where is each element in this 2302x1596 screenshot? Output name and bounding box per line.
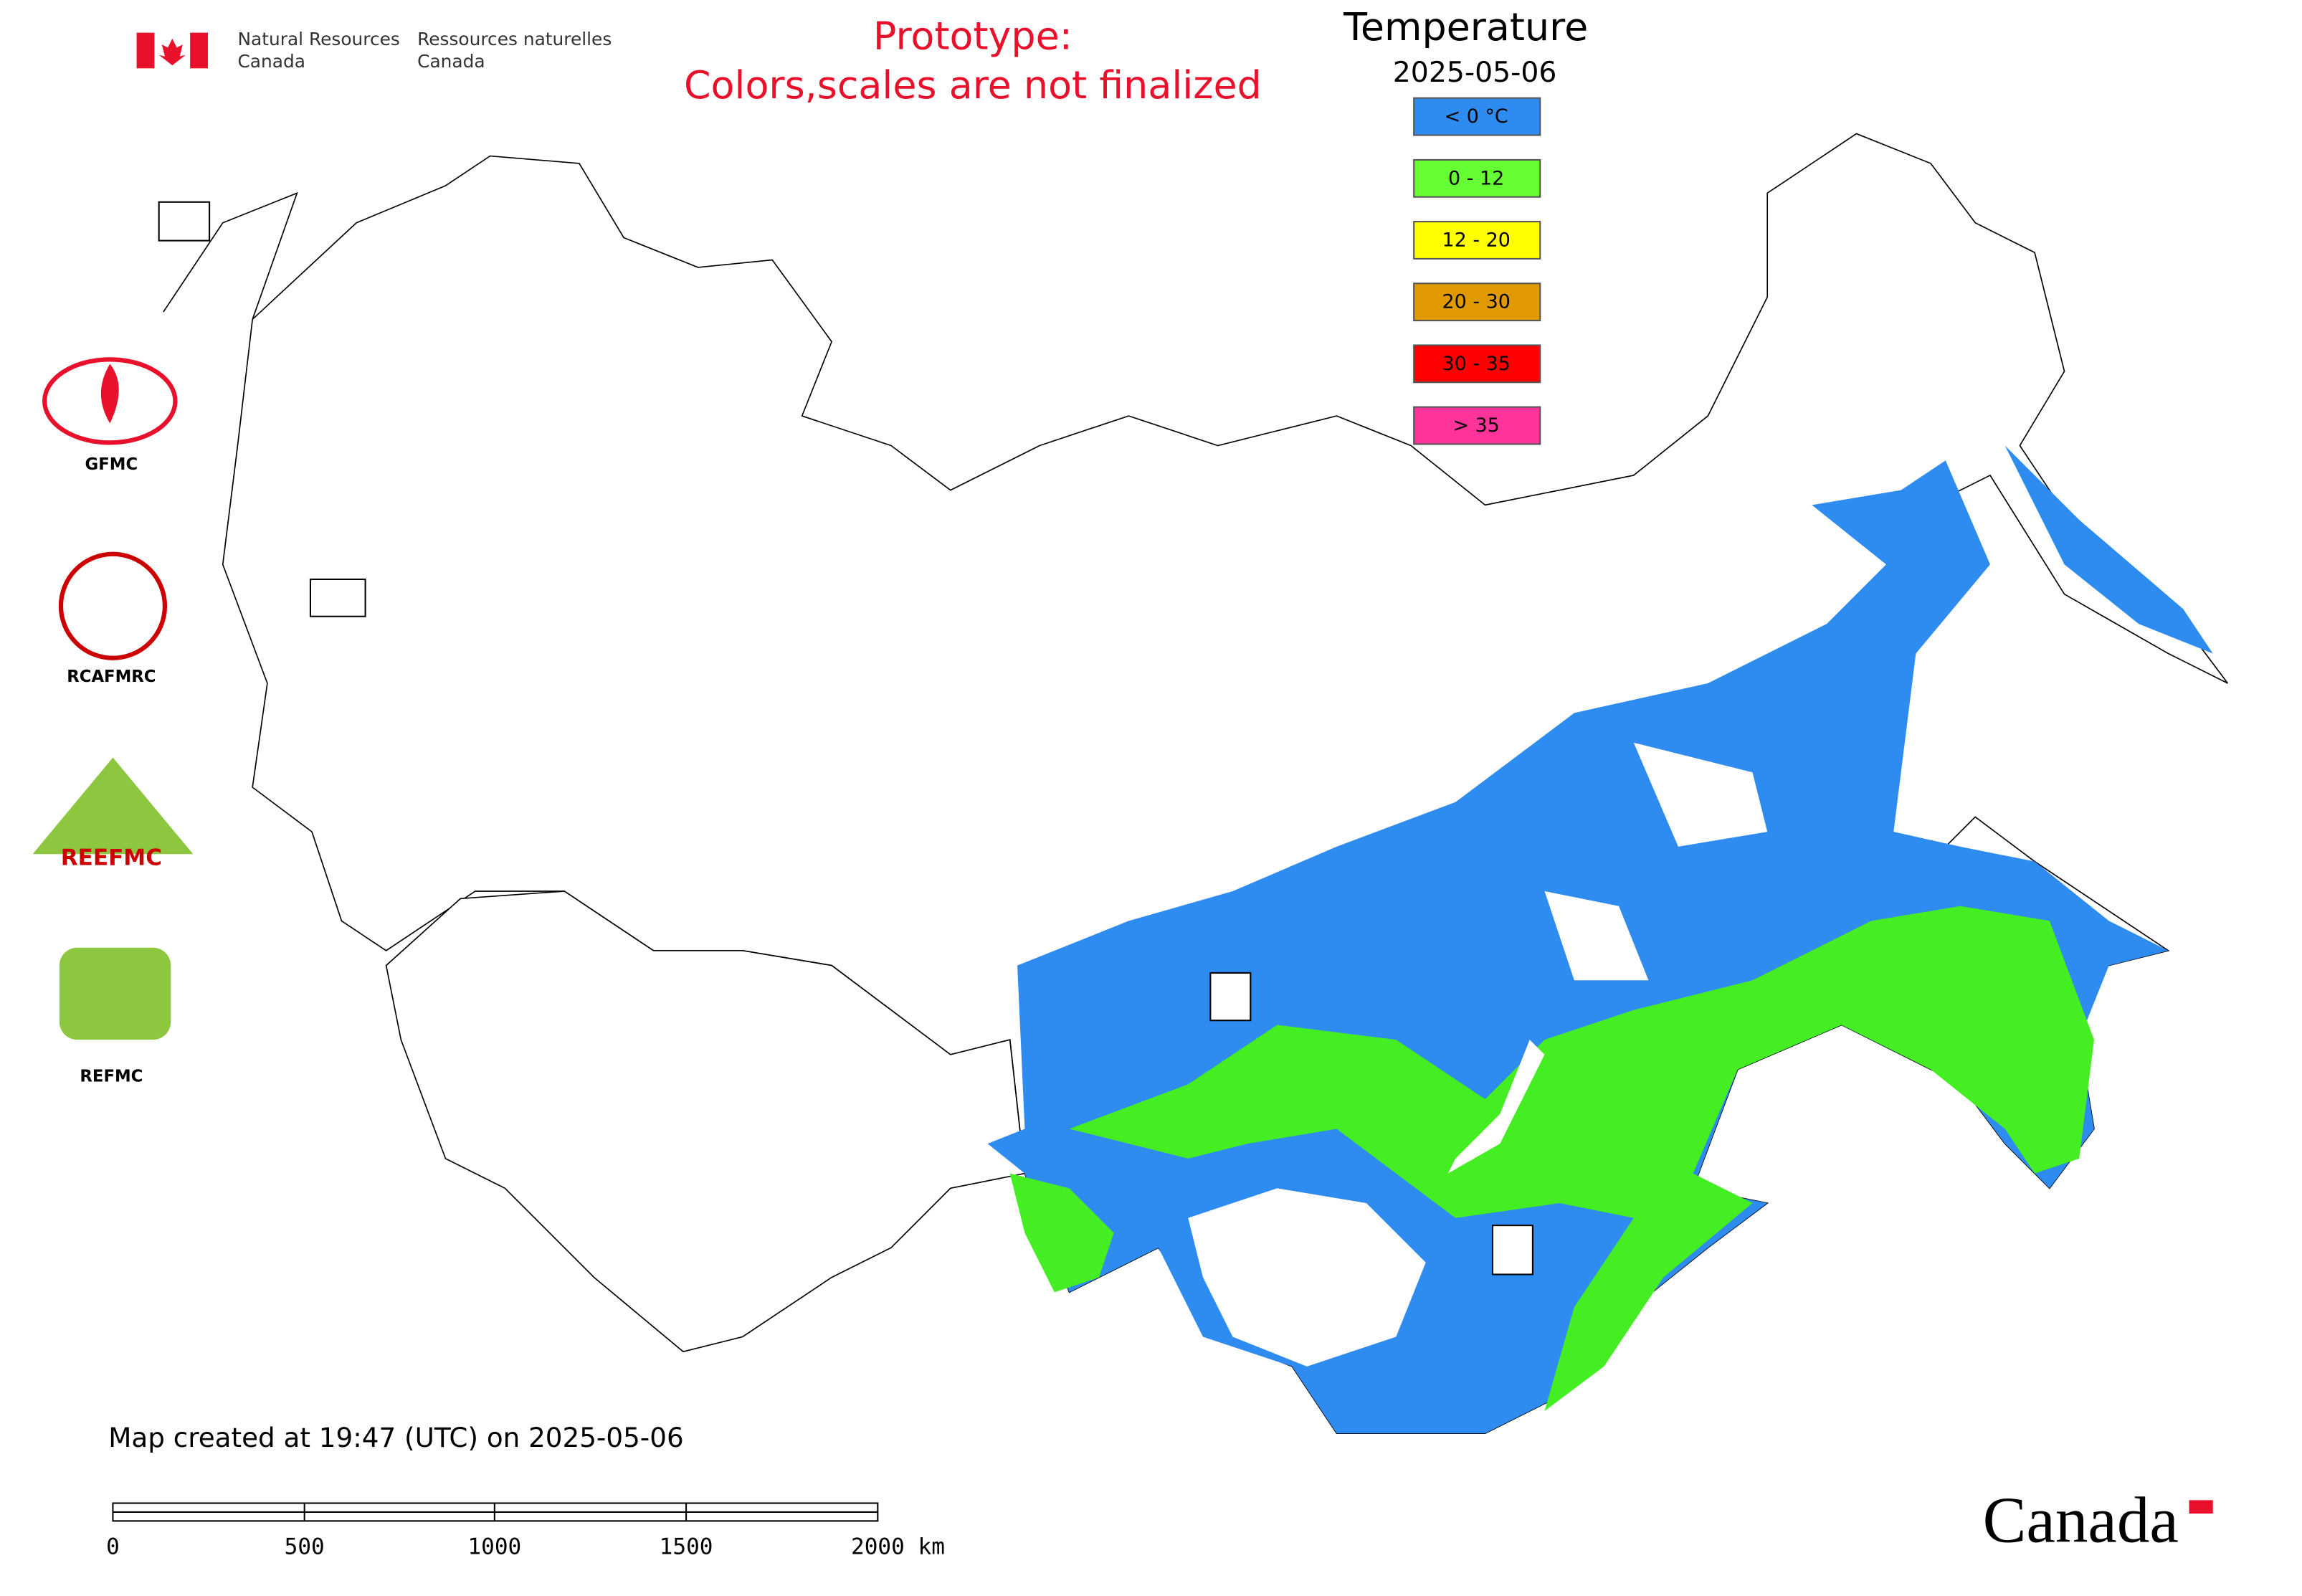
basemap <box>163 133 2229 1434</box>
wordmark-flag <box>2189 1500 2213 1514</box>
legend-label: < 0 °C <box>1445 105 1508 128</box>
footer: Map created at 19:47 (UTC) on 2025-05-06 <box>108 1422 683 1453</box>
legend-title: Temperature <box>1343 4 1588 49</box>
legend-swatch <box>1413 344 1541 384</box>
kazakhstan-outline <box>385 890 1026 1353</box>
scale-label: 1000 <box>467 1534 521 1560</box>
scale-label: 500 <box>285 1534 325 1560</box>
scale-bar <box>112 1502 879 1522</box>
legend-swatch <box>1413 158 1541 198</box>
no-data <box>1188 742 1768 1367</box>
agency-en: Natural Resources <box>237 29 399 49</box>
agency-fr: Canada <box>417 51 485 72</box>
legend-swatch <box>1413 406 1541 445</box>
legend: < 0 °C 0 - 12 12 - 20 20 - 30 30 - 35 > 35 <box>1413 97 1541 445</box>
coast-outline <box>163 191 298 320</box>
mild-region <box>1009 1173 1114 1293</box>
legend-label: 30 - 35 <box>1442 353 1511 375</box>
logo-label: REEFMC <box>61 845 162 870</box>
legend-label: 12 - 20 <box>1442 229 1511 252</box>
logo-labels: GFMC RCAFMRC REEFMC REFMC <box>61 455 162 1086</box>
logo-icons <box>32 357 194 1040</box>
wordmark: Canada <box>1983 1484 2179 1557</box>
mild-region <box>1069 906 2094 1412</box>
scale-label: 2000 km <box>851 1534 945 1560</box>
scale-label: 0 <box>106 1534 120 1560</box>
logo-label: GFMC <box>85 455 138 474</box>
agency-en: Canada <box>237 51 305 72</box>
legend-label: 20 - 30 <box>1442 291 1511 313</box>
scale-label: 1500 <box>660 1534 713 1560</box>
legend-date: 2025-05-06 <box>1393 56 1557 89</box>
legend-label: > 35 <box>1452 414 1499 437</box>
flag-logo <box>136 32 209 69</box>
logo-label: RCAFMRC <box>67 668 156 686</box>
legend-swatch <box>1413 282 1541 322</box>
notice: Prototype: <box>873 14 1072 59</box>
logo-label: REFMC <box>80 1067 143 1086</box>
notice: Colors,scales are not finalized <box>684 62 1262 108</box>
legend-label: 0 - 12 <box>1448 167 1504 189</box>
cold-region <box>2004 445 2213 654</box>
station-markers <box>158 201 1533 1276</box>
legend-swatch <box>1413 221 1541 260</box>
scale-labels: 0 500 1000 1500 2000 km <box>106 1534 945 1560</box>
temperature-layer <box>987 445 2213 1434</box>
lake-baikal <box>1447 1040 1545 1174</box>
legend-swatch <box>1413 97 1541 136</box>
agency-fr: Ressources naturelles <box>417 29 612 49</box>
